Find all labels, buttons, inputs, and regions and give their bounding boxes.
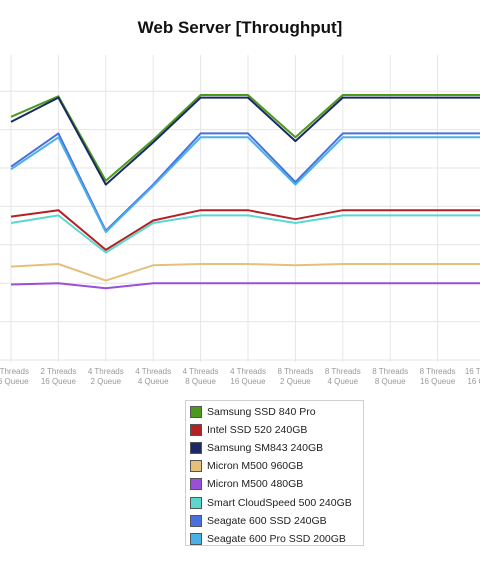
x-tick-label: 4 Queue (138, 377, 169, 386)
legend-swatch (190, 532, 202, 545)
legend-item: Intel SSD 520 240GB (190, 421, 359, 439)
series-line-3 (10, 263, 480, 282)
x-tick-label: 16 Queue (420, 377, 456, 386)
legend-label: Samsung SM843 240GB (207, 442, 324, 455)
chart-title: Web Server [Throughput] (137, 18, 343, 37)
x-tick-label: 16 Queue (0, 377, 29, 386)
x-tick-label: 1 Threads (0, 367, 29, 376)
x-tick-label: 16 Queue (230, 377, 266, 386)
legend-label: Seagate 600 Pro SSD 200GB (207, 532, 346, 545)
x-tick-label: 16 Queue (467, 377, 480, 386)
legend-label: Seagate 600 SSD 240GB (207, 514, 327, 527)
x-tick-label: 8 Threads (277, 367, 313, 376)
legend-item: Samsung SSD 840 Pro (190, 403, 359, 421)
legend-label: Intel SSD 520 240GB (207, 424, 308, 437)
series-line-2 (10, 96, 480, 186)
x-tick-label: 2 Threads (40, 367, 76, 376)
legend-item: Seagate 600 Pro SSD 200GB (190, 530, 359, 548)
legend-item: Smart CloudSpeed 500 240GB (190, 493, 359, 511)
legend-swatch (190, 496, 202, 509)
series-line-0 (10, 94, 480, 182)
x-tick-label: 8 Threads (372, 367, 408, 376)
x-tick-label: 2 Queue (280, 377, 311, 386)
legend-item: Micron M500 480GB (190, 475, 359, 493)
legend-label: Smart CloudSpeed 500 240GB (207, 496, 352, 509)
x-tick-label: 4 Threads (88, 367, 124, 376)
series-line-7 (10, 136, 480, 233)
x-tick-label: 4 Threads (183, 367, 219, 376)
x-tick-label: 4 Threads (230, 367, 266, 376)
x-tick-label: 4 Queue (327, 377, 358, 386)
x-tick-label: 8 Threads (420, 367, 456, 376)
x-tick-label: 16 Threads (465, 367, 480, 376)
legend-label: Micron M500 480GB (207, 478, 304, 491)
x-tick-label: 8 Queue (375, 377, 406, 386)
legend-swatch (190, 460, 202, 473)
gridlines (0, 55, 480, 362)
legend-label: Micron M500 960GB (207, 460, 304, 473)
series-line-1 (10, 209, 480, 251)
legend-swatch (190, 424, 202, 437)
legend-swatch (190, 514, 202, 527)
legend-swatch (190, 478, 202, 491)
x-tick-label: 4 Threads (135, 367, 171, 376)
x-tick-label: 2 Queue (90, 377, 121, 386)
legend-swatch (190, 442, 202, 455)
legend-item: Samsung SM843 240GB (190, 439, 359, 457)
legend-item: Seagate 600 SSD 240GB (190, 512, 359, 530)
x-tick-label: 8 Threads (325, 367, 361, 376)
legend-item: Micron M500 960GB (190, 457, 359, 475)
x-tick-label: 8 Queue (185, 377, 216, 386)
legend-swatch (190, 406, 202, 419)
legend: Samsung SSD 840 Pro Intel SSD 520 240GB Sa… (185, 400, 364, 546)
series-line-5 (10, 214, 480, 254)
x-tick-label: 16 Queue (41, 377, 77, 386)
series-lines (10, 94, 480, 290)
legend-label: Samsung SSD 840 Pro (207, 406, 316, 419)
series-line-4 (10, 282, 480, 290)
